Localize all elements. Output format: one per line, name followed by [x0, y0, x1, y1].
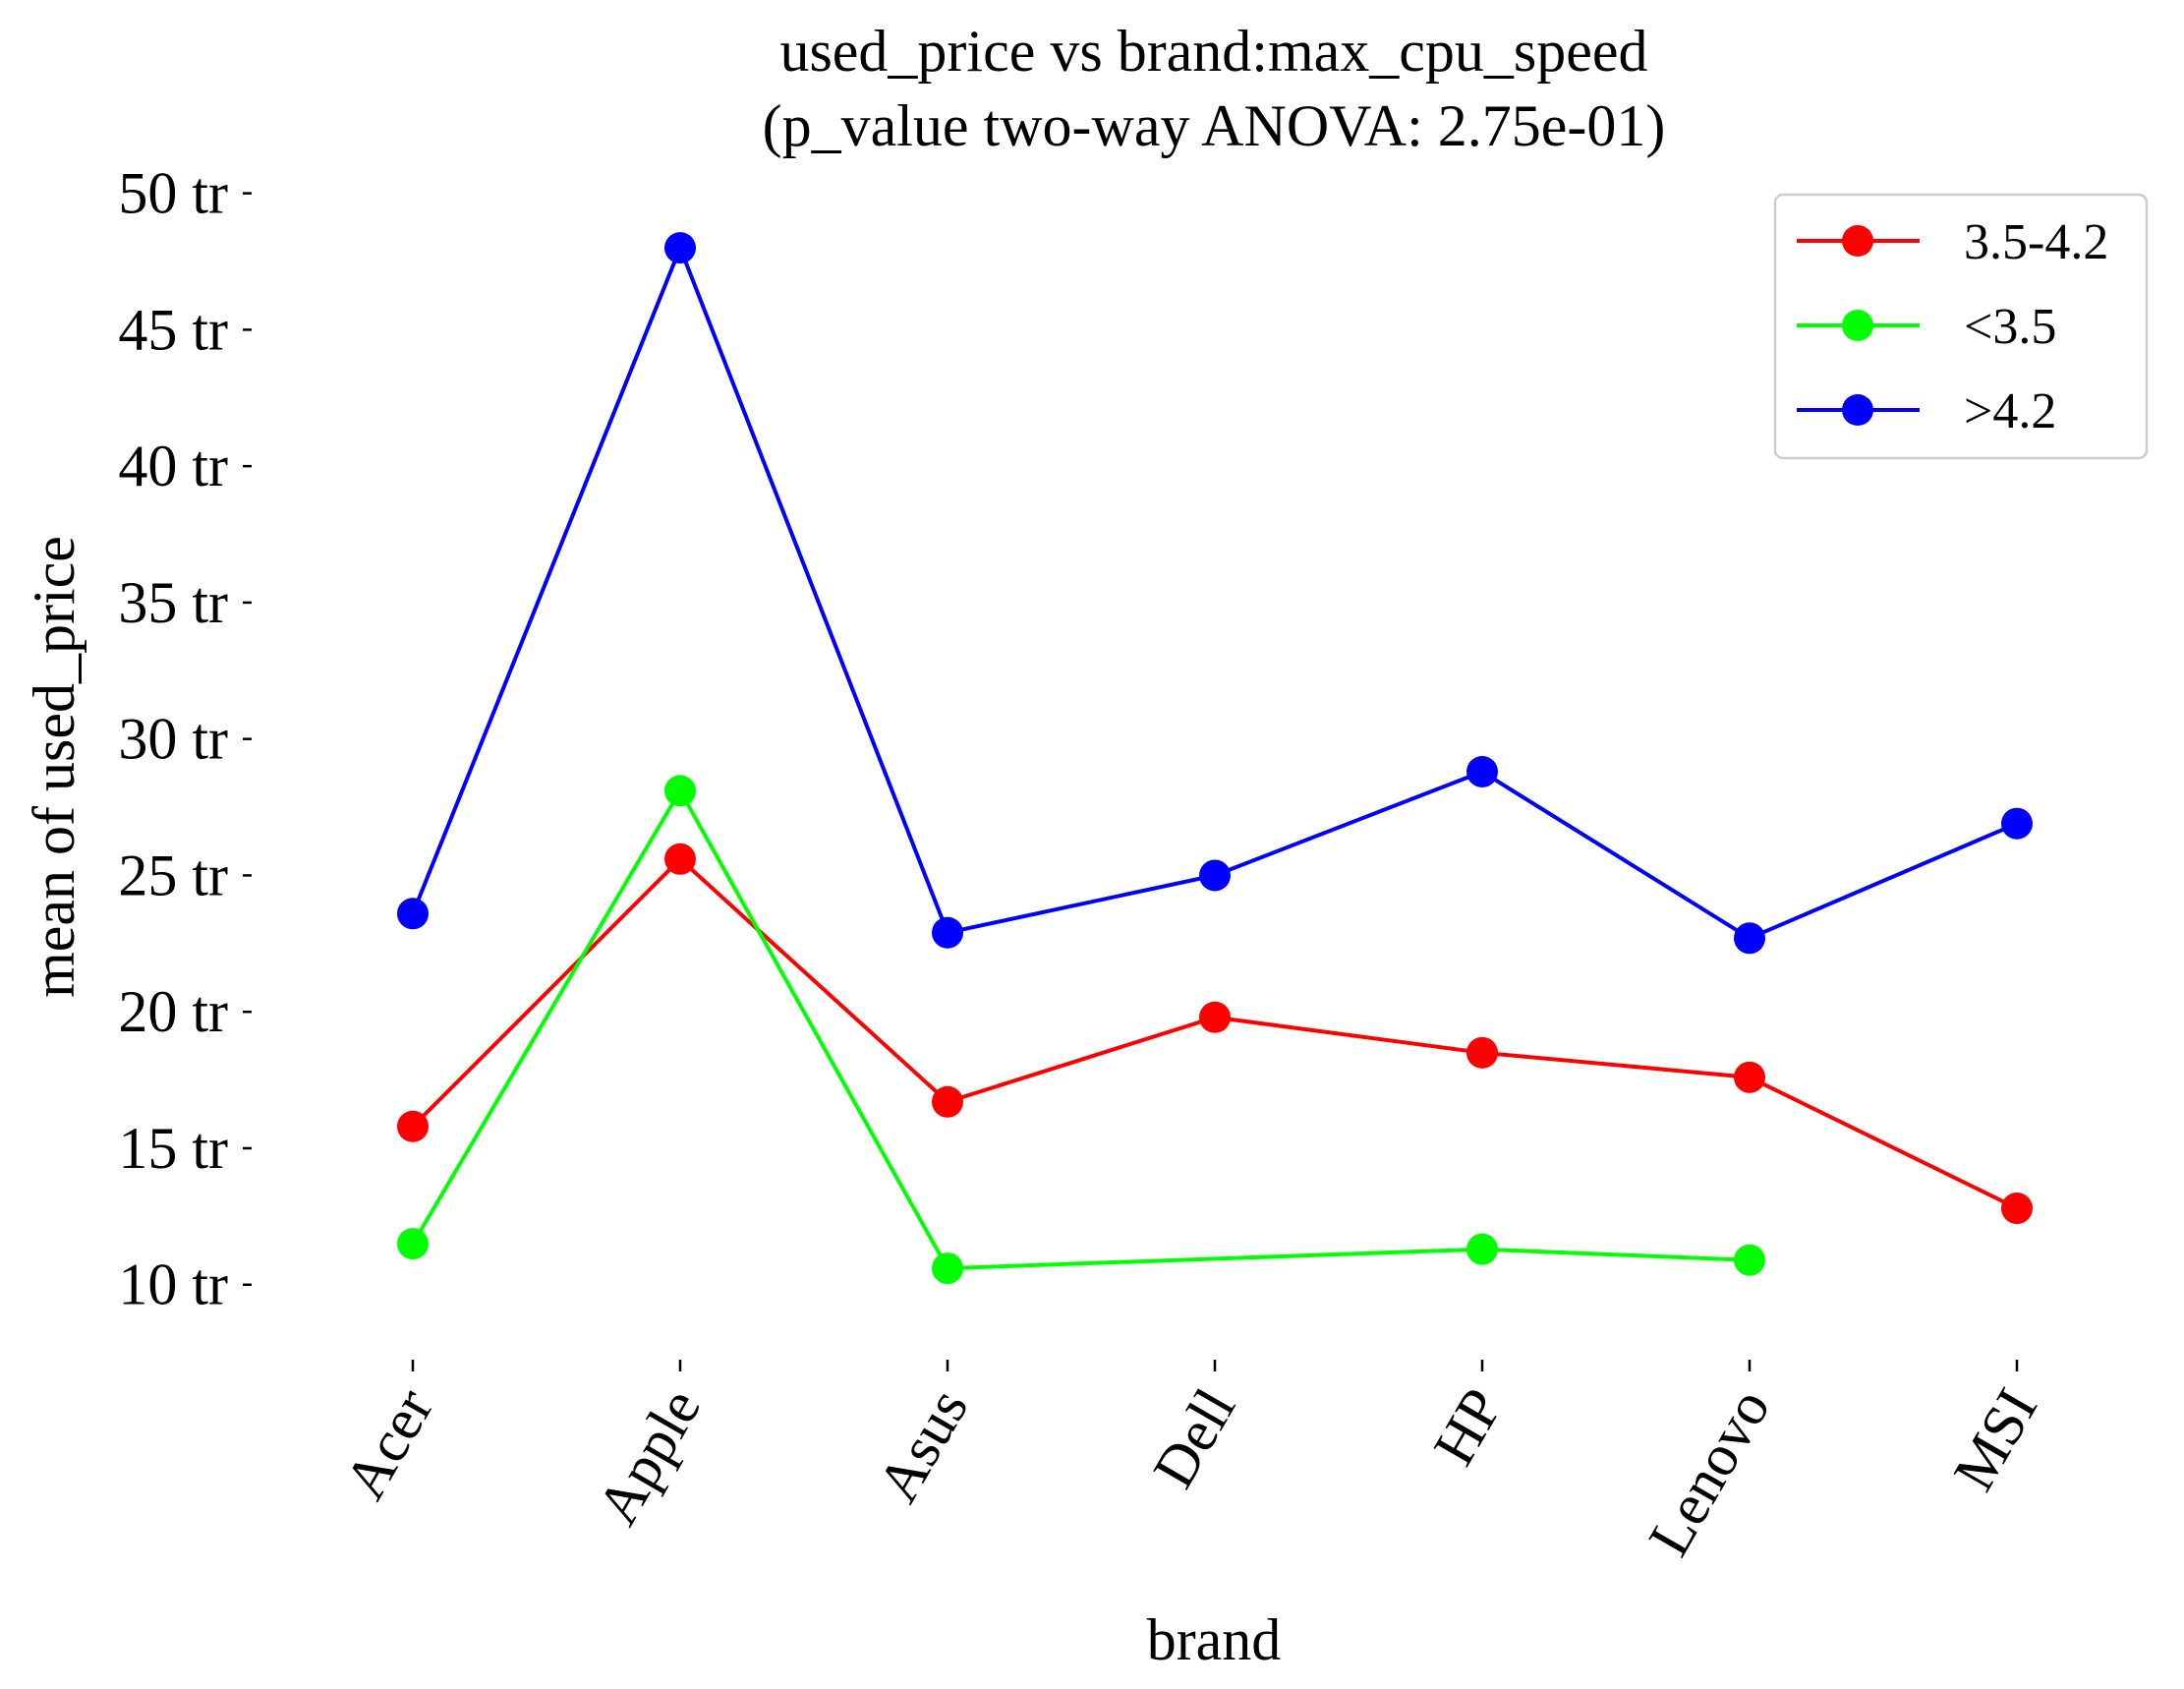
y-tick-label: 15 tr	[118, 1116, 228, 1181]
x-tick-label: Acer	[332, 1377, 445, 1509]
data-point	[1466, 1036, 1498, 1069]
legend-label: >4.2	[1964, 383, 2056, 439]
data-point	[1466, 755, 1498, 787]
data-point	[2001, 1193, 2033, 1225]
legend-box	[1773, 193, 2149, 460]
x-tick-label: Lenovo	[1636, 1378, 1782, 1567]
y-tick-label: 30 tr	[118, 707, 228, 772]
y-tick-label: 45 tr	[118, 297, 228, 362]
y-axis: 10 tr 15 tr 20 tr 25 tr 30 tr 35 tr 40 tr 45 tr…	[118, 161, 252, 1317]
legend-label: 3.5-4.2	[1964, 214, 2108, 270]
data-point	[397, 1110, 429, 1142]
data-point	[1199, 859, 1231, 892]
data-point	[932, 1085, 963, 1118]
legend-label: <3.5	[1964, 299, 2056, 355]
data-point	[1734, 1244, 1765, 1276]
series-points	[397, 232, 2033, 1285]
y-tick-label: 35 tr	[118, 570, 228, 635]
x-tick-label: Apple	[585, 1378, 713, 1536]
y-tick-label: 40 tr	[118, 434, 228, 498]
series-line	[411, 856, 2018, 1210]
y-axis-label: mean of used_price	[22, 536, 86, 998]
chart-title: used_price vs brand:max_cpu_speed (p_val…	[763, 19, 1666, 158]
data-point	[1734, 922, 1765, 955]
y-tick-label: 20 tr	[118, 979, 228, 1044]
y-tick-label: 10 tr	[118, 1252, 228, 1317]
data-point	[397, 1228, 429, 1260]
chart-title-line-1: used_price vs brand:max_cpu_speed	[779, 19, 1647, 84]
x-tick-label: MSI	[1941, 1378, 2050, 1501]
legend-marker	[1842, 225, 1873, 257]
data-point	[1199, 1001, 1231, 1033]
chart-title-line-2: (p_value two-way ANOVA: 2.75e-01)	[763, 93, 1666, 158]
data-point	[1734, 1061, 1765, 1093]
data-point	[664, 232, 696, 264]
data-point	[932, 916, 963, 949]
x-tick-label: HP	[1421, 1378, 1516, 1476]
legend-marker	[1842, 310, 1873, 341]
y-tick-label: 50 tr	[118, 161, 228, 226]
x-tick-label: Dell	[1140, 1378, 1247, 1498]
data-point	[397, 898, 429, 930]
data-point	[2001, 807, 2033, 840]
data-point	[932, 1252, 963, 1285]
legend-marker	[1842, 394, 1873, 426]
legend: 3.5-4.2 <3.5 >4.2	[1773, 193, 2149, 460]
data-point	[664, 843, 696, 875]
x-axis: Acer Apple Asus Dell HP Lenovo MSI	[332, 1360, 2049, 1566]
y-tick-label: 25 tr	[118, 843, 228, 907]
legend-items: 3.5-4.2 <3.5 >4.2	[1797, 214, 2108, 439]
x-axis-label: brand	[1147, 1607, 1282, 1672]
x-tick-label: Asus	[865, 1378, 980, 1513]
data-point	[1466, 1233, 1498, 1265]
series-line	[411, 786, 1751, 1271]
data-point	[664, 775, 696, 807]
